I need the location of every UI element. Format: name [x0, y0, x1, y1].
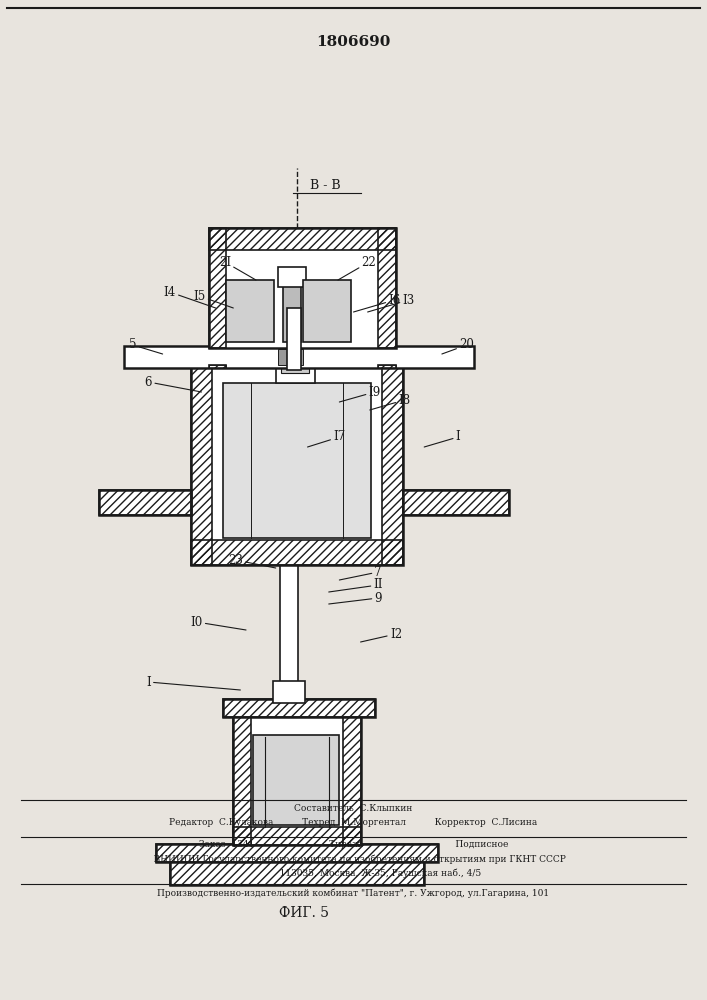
Bar [233, 715, 361, 845]
Bar [209, 365, 226, 368]
Bar [233, 827, 361, 845]
Text: ВНИИПИ Государственного комитета по изобретениям и открытиям при ГКНТ СССР: ВНИИПИ Государственного комитета по изоб… [141, 854, 566, 863]
Text: Заказ  1341                          Тираж                                 Подпи: Заказ 1341 Тираж Подпи [199, 840, 508, 849]
Bar [233, 715, 251, 845]
Text: I8: I8 [370, 393, 411, 410]
Text: I: I [424, 430, 460, 447]
Bar [283, 270, 301, 342]
Bar [278, 267, 306, 287]
Text: В - В: В - В [310, 179, 341, 192]
Bar [378, 228, 396, 348]
Bar [191, 540, 403, 565]
Bar [223, 699, 375, 717]
Text: 113035, Москва, Ж-35, Раушская наб., 4/5: 113035, Москва, Ж-35, Раушская наб., 4/5 [226, 868, 481, 878]
Bar [99, 490, 191, 515]
Text: I3: I3 [368, 294, 415, 312]
Bar [403, 490, 509, 515]
Bar [170, 860, 424, 885]
Text: 2I: 2I [218, 255, 256, 280]
Text: I5: I5 [193, 290, 233, 308]
Text: 7: 7 [339, 566, 382, 580]
Bar [276, 358, 315, 383]
Text: I4: I4 [163, 286, 216, 308]
Text: 20: 20 [442, 338, 474, 354]
Bar [156, 844, 438, 862]
Text: I: I [146, 676, 240, 690]
Bar [124, 346, 474, 368]
Bar [223, 699, 375, 717]
Text: I7: I7 [308, 430, 346, 447]
Bar [281, 348, 309, 373]
Bar [278, 349, 303, 365]
Text: I0: I0 [190, 615, 246, 630]
Text: 9: 9 [329, 591, 382, 604]
Bar [280, 482, 298, 702]
Bar [378, 365, 396, 368]
Bar [170, 860, 424, 885]
Bar [209, 228, 396, 250]
Bar [343, 715, 361, 845]
Text: 1806690: 1806690 [316, 35, 391, 49]
Bar [209, 365, 226, 368]
Bar [378, 365, 396, 368]
Text: I6: I6 [354, 294, 401, 312]
Text: I2: I2 [361, 628, 402, 642]
Text: I9: I9 [339, 385, 381, 402]
Bar [223, 383, 371, 538]
Text: 23: 23 [228, 554, 276, 568]
Bar [253, 735, 339, 825]
Bar [226, 280, 274, 342]
Bar [287, 308, 301, 370]
Bar [403, 490, 509, 515]
Bar [209, 228, 226, 348]
Text: ФИГ. 5: ФИГ. 5 [279, 906, 329, 920]
Bar [303, 280, 351, 342]
Text: Редактор  С.Кулакова          Техред  М.Моргентал          Корректор  С.Лисина: Редактор С.Кулакова Техред М.Моргентал К… [170, 818, 537, 827]
Text: 5: 5 [129, 338, 163, 354]
Bar [99, 490, 191, 515]
Bar [191, 365, 212, 565]
Bar [273, 681, 305, 703]
Text: 22: 22 [338, 255, 376, 280]
Bar [209, 228, 396, 348]
Text: Производственно-издательский комбинат "Патент", г. Ужгород, ул.Гагарина, 101: Производственно-издательский комбинат "П… [158, 888, 549, 898]
Text: 6: 6 [145, 375, 201, 392]
Text: II: II [329, 578, 383, 592]
Bar [156, 844, 438, 862]
Bar [191, 365, 403, 565]
Text: Составитель  С.Клыпкин: Составитель С.Клыпкин [294, 804, 413, 813]
Bar [382, 365, 403, 565]
